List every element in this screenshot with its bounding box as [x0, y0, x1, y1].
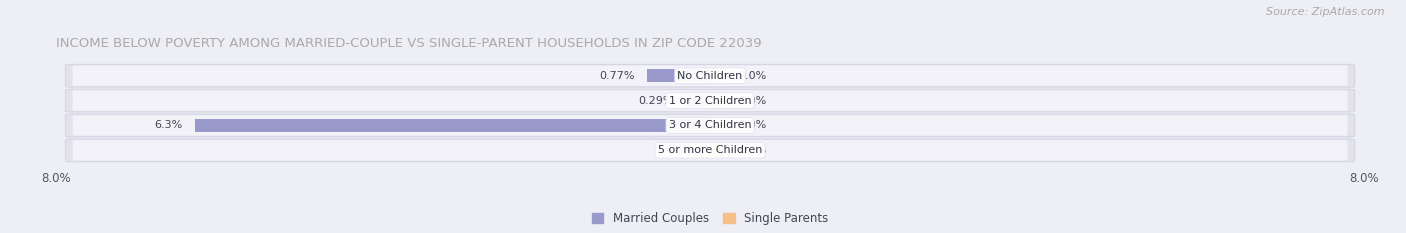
Text: 3 or 4 Children: 3 or 4 Children: [669, 120, 751, 130]
Bar: [195, 119, 710, 132]
Text: 0.0%: 0.0%: [738, 96, 766, 106]
Text: 1 or 2 Children: 1 or 2 Children: [669, 96, 751, 106]
Bar: [710, 69, 724, 82]
Text: No Children: No Children: [678, 71, 742, 81]
FancyBboxPatch shape: [73, 115, 1347, 136]
Text: 0.0%: 0.0%: [738, 145, 766, 155]
FancyBboxPatch shape: [73, 90, 1347, 111]
Text: 5 or more Children: 5 or more Children: [658, 145, 762, 155]
Legend: Married Couples, Single Parents: Married Couples, Single Parents: [586, 207, 834, 230]
Text: 0.0%: 0.0%: [738, 120, 766, 130]
Text: 0.29%: 0.29%: [638, 96, 673, 106]
FancyBboxPatch shape: [73, 65, 1347, 86]
FancyBboxPatch shape: [65, 139, 1355, 162]
Bar: [710, 94, 724, 107]
Text: INCOME BELOW POVERTY AMONG MARRIED-COUPLE VS SINGLE-PARENT HOUSEHOLDS IN ZIP COD: INCOME BELOW POVERTY AMONG MARRIED-COUPL…: [56, 37, 762, 50]
Bar: [686, 94, 710, 107]
FancyBboxPatch shape: [65, 114, 1355, 137]
Bar: [710, 144, 724, 157]
Text: 0.77%: 0.77%: [599, 71, 636, 81]
Text: Source: ZipAtlas.com: Source: ZipAtlas.com: [1267, 7, 1385, 17]
Text: 0.0%: 0.0%: [738, 71, 766, 81]
FancyBboxPatch shape: [65, 89, 1355, 112]
FancyBboxPatch shape: [65, 64, 1355, 87]
Bar: [647, 69, 710, 82]
Text: 0.0%: 0.0%: [665, 145, 693, 155]
Bar: [710, 119, 724, 132]
Text: 6.3%: 6.3%: [155, 120, 183, 130]
FancyBboxPatch shape: [73, 140, 1347, 161]
